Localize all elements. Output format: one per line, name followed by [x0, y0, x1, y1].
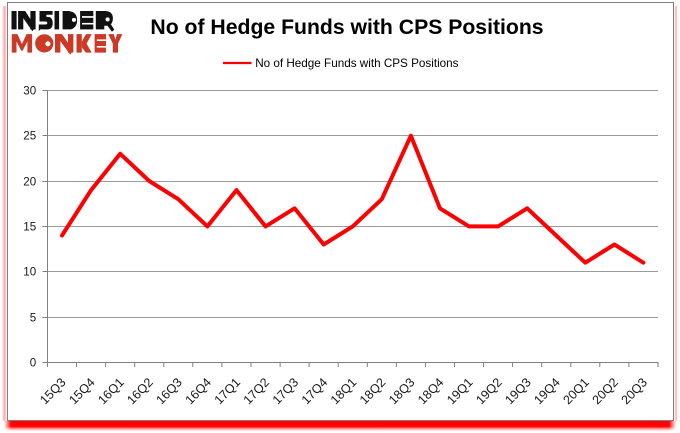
svg-text:15Q3: 15Q3 [37, 375, 68, 407]
svg-text:18Q2: 18Q2 [357, 375, 388, 407]
svg-text:0: 0 [30, 356, 36, 369]
svg-text:15Q4: 15Q4 [66, 375, 97, 407]
svg-text:20Q1: 20Q1 [560, 375, 591, 407]
svg-text:17Q4: 17Q4 [299, 375, 330, 407]
svg-text:18Q1: 18Q1 [328, 375, 359, 407]
svg-text:25: 25 [23, 129, 36, 142]
svg-text:16Q2: 16Q2 [124, 375, 155, 407]
svg-text:15: 15 [23, 220, 36, 233]
svg-text:5: 5 [30, 311, 36, 324]
svg-text:18Q4: 18Q4 [415, 375, 446, 407]
svg-text:19Q1: 19Q1 [444, 375, 475, 407]
svg-text:17Q3: 17Q3 [270, 375, 301, 407]
svg-text:16Q3: 16Q3 [153, 375, 184, 407]
svg-text:17Q2: 17Q2 [241, 375, 272, 407]
svg-text:16Q1: 16Q1 [95, 375, 126, 407]
svg-text:19Q2: 19Q2 [473, 375, 504, 407]
svg-text:30: 30 [23, 84, 36, 97]
svg-text:10: 10 [23, 265, 36, 278]
svg-text:20Q3: 20Q3 [619, 375, 650, 407]
svg-text:20: 20 [23, 175, 36, 188]
svg-text:17Q1: 17Q1 [212, 375, 243, 407]
svg-text:No of Hedge Funds with CPS Pos: No of Hedge Funds with CPS Positions [150, 16, 543, 39]
svg-text:18Q3: 18Q3 [386, 375, 417, 407]
svg-text:19Q3: 19Q3 [502, 375, 533, 407]
svg-text:19Q4: 19Q4 [531, 375, 562, 407]
svg-text:20Q2: 20Q2 [590, 375, 621, 407]
svg-text:16Q4: 16Q4 [183, 375, 214, 407]
svg-text:No of Hedge Funds with CPS Pos: No of Hedge Funds with CPS Positions [255, 57, 458, 70]
